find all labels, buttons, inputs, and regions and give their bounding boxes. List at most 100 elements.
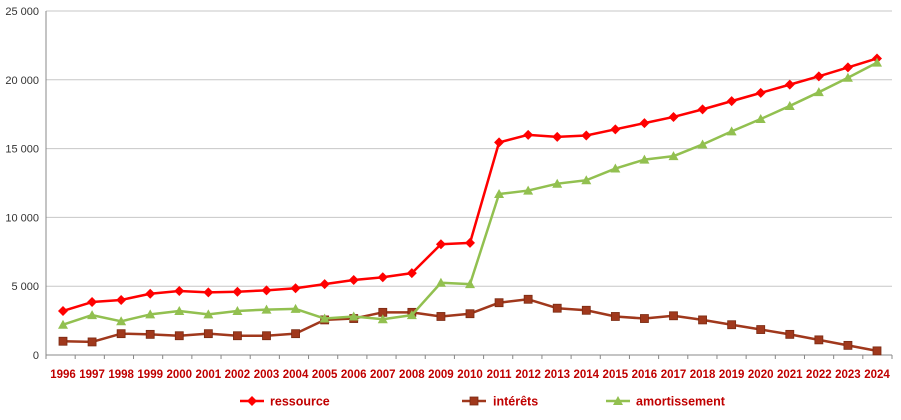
series-lines	[58, 53, 882, 356]
x-tick-label: 2021	[777, 369, 803, 381]
data-point	[756, 325, 766, 334]
legend: ressource intérêts amortissement	[240, 395, 726, 409]
data-point	[435, 277, 446, 287]
data-point	[203, 329, 213, 339]
data-point	[116, 316, 127, 326]
data-point	[610, 124, 621, 135]
data-point	[639, 154, 650, 164]
data-point	[784, 79, 795, 90]
data-point	[581, 130, 592, 141]
data-point	[406, 268, 417, 279]
data-point	[58, 305, 68, 316]
y-tick-label: 0	[33, 350, 39, 362]
data-point	[610, 312, 620, 321]
data-point	[872, 57, 882, 67]
data-point	[290, 283, 301, 294]
x-tick-label: 2024	[864, 369, 890, 381]
data-point	[435, 239, 446, 250]
x-tick-label: 2003	[254, 369, 280, 381]
legend-item: intérêts	[462, 395, 538, 409]
data-point	[494, 189, 505, 199]
legend-item: amortissement	[606, 395, 726, 409]
data-point	[872, 346, 882, 356]
data-point	[406, 310, 417, 320]
x-axis-tick-labels: 1996 1997 1998 1999 2000 2001 2002 2003 2004 2005…	[50, 369, 890, 381]
data-point	[145, 309, 156, 319]
data-point	[552, 178, 563, 188]
y-tick-label: 15 000	[5, 144, 39, 156]
x-tick-label: 2000	[166, 369, 192, 381]
y-tick-label: 25 000	[5, 6, 39, 18]
series-amortissement	[58, 57, 882, 329]
data-point	[87, 310, 98, 320]
data-point	[174, 286, 185, 297]
data-point	[842, 62, 853, 73]
data-point	[843, 340, 853, 350]
data-point	[494, 298, 504, 308]
data-point	[465, 279, 475, 289]
x-tick-label: 1999	[137, 369, 163, 381]
data-point	[145, 288, 156, 299]
x-tick-label: 2017	[661, 369, 687, 381]
legend-marker	[469, 396, 479, 406]
data-point	[465, 309, 475, 319]
x-tick-label: 2019	[719, 369, 745, 381]
data-point	[145, 329, 155, 339]
x-tick-label: 2008	[399, 369, 425, 381]
x-tick-label: 2012	[515, 369, 541, 381]
data-point	[726, 126, 737, 136]
x-tick-label: 2001	[196, 369, 222, 381]
data-point	[552, 303, 562, 313]
data-point	[697, 139, 708, 149]
data-point	[842, 72, 853, 82]
data-point	[319, 313, 330, 323]
data-point	[233, 331, 242, 341]
x-tick-label: 2007	[370, 369, 396, 381]
data-point	[610, 163, 621, 173]
data-point	[813, 87, 824, 97]
data-point	[232, 305, 243, 315]
data-point	[348, 275, 359, 286]
data-point	[755, 114, 766, 124]
x-tick-label: 2013	[544, 369, 570, 381]
axes	[45, 11, 893, 359]
x-tick-label: 2006	[341, 369, 367, 381]
x-tick-label: 2005	[312, 369, 338, 381]
series-ressource	[58, 53, 882, 316]
data-point	[668, 151, 679, 161]
data-point	[291, 329, 300, 339]
legend-label: ressource	[270, 395, 330, 409]
data-point	[639, 118, 650, 129]
x-tick-label: 2016	[632, 369, 658, 381]
data-point	[116, 329, 126, 339]
series-line	[62, 57, 878, 313]
y-axis-tick-labels: 0 5 000 10 000 15 000 20 000 25 000	[5, 6, 39, 362]
legend-item: ressource	[240, 395, 330, 409]
data-point	[698, 315, 707, 325]
data-point	[262, 331, 271, 341]
x-tick-label: 2018	[690, 369, 716, 381]
data-point	[523, 129, 534, 140]
legend-label: amortissement	[636, 395, 726, 409]
data-point	[494, 137, 505, 148]
legend-label: intérêts	[493, 395, 538, 409]
data-point	[87, 337, 97, 347]
data-point	[784, 100, 795, 110]
data-point	[523, 294, 533, 304]
x-tick-label: 2023	[835, 369, 861, 381]
gridlines	[46, 10, 892, 287]
y-tick-label: 20 000	[5, 75, 39, 87]
y-tick-label: 5 000	[11, 281, 39, 293]
x-tick-label: 2002	[225, 369, 251, 381]
data-point	[669, 311, 678, 321]
data-point	[813, 71, 824, 82]
x-tick-label: 2010	[457, 369, 483, 381]
data-point	[436, 312, 446, 321]
data-point	[261, 304, 272, 314]
data-point	[58, 336, 68, 346]
data-point	[174, 331, 184, 341]
data-point	[640, 314, 649, 323]
data-point	[465, 237, 475, 248]
